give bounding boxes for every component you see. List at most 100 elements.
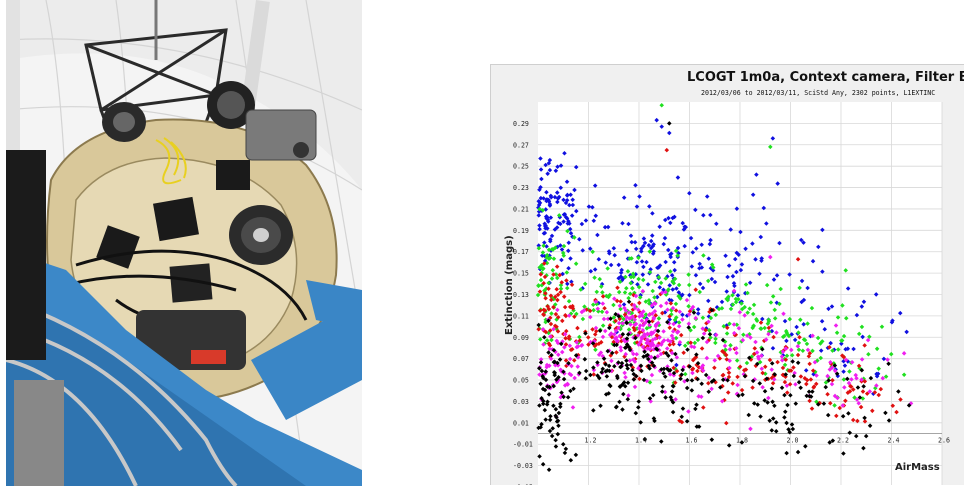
data-point-blue — [639, 259, 645, 264]
data-point-red — [797, 335, 802, 340]
data-point-blue — [555, 199, 560, 205]
data-point-magenta — [784, 383, 790, 388]
data-point-black — [642, 436, 648, 442]
data-point-black — [859, 367, 865, 373]
data-point-blue — [842, 363, 848, 368]
data-point-black — [695, 360, 701, 366]
data-point-magenta — [754, 350, 760, 355]
data-point-green — [818, 355, 824, 361]
data-point-red — [825, 391, 830, 397]
data-point-green — [544, 252, 550, 258]
data-point-green — [786, 333, 792, 339]
data-point-magenta — [867, 389, 873, 394]
data-point-red — [890, 403, 896, 409]
data-point-magenta — [602, 328, 608, 334]
data-point-green — [830, 348, 835, 353]
data-point-black — [563, 446, 569, 452]
data-point-green — [637, 295, 643, 300]
data-point-black — [689, 388, 695, 393]
data-point-magenta — [865, 337, 871, 343]
data-point-green — [656, 316, 662, 321]
data-point-blue — [859, 304, 865, 309]
data-point-blue — [826, 306, 831, 312]
data-point-blue — [611, 245, 617, 251]
data-point-red — [679, 419, 685, 425]
data-point-green — [783, 328, 789, 334]
data-point-green — [739, 301, 744, 306]
data-point-black — [553, 413, 558, 418]
data-point-magenta — [632, 384, 638, 390]
data-point-magenta — [805, 347, 811, 353]
data-point-blue — [839, 341, 844, 346]
data-point-blue — [541, 196, 546, 201]
x-tick-label: 1.6 — [686, 437, 698, 445]
data-point-black — [857, 395, 863, 400]
data-point-black — [845, 376, 850, 382]
data-point-black — [604, 374, 610, 379]
data-point-green — [789, 352, 795, 358]
data-point-blue — [794, 324, 799, 330]
data-point-magenta — [626, 393, 631, 398]
data-point-black — [770, 399, 775, 405]
data-point-green — [823, 380, 829, 385]
data-point-blue — [693, 207, 698, 213]
data-point-blue — [845, 286, 851, 291]
data-point-red — [828, 400, 833, 406]
data-point-black — [827, 440, 832, 445]
data-point-green — [537, 337, 543, 342]
data-point-green — [796, 347, 802, 353]
data-point-magenta — [631, 351, 636, 357]
data-point-black — [686, 325, 691, 330]
data-point-black — [624, 362, 630, 368]
data-point-black — [886, 361, 891, 367]
data-point-blue — [770, 136, 776, 141]
data-point-black — [757, 381, 763, 386]
data-point-blue — [569, 213, 575, 218]
data-point-blue — [828, 340, 833, 346]
data-point-red — [575, 325, 580, 331]
data-point-green — [777, 301, 782, 307]
data-point-blue — [667, 283, 672, 288]
data-point-magenta — [709, 386, 714, 392]
data-point-green — [856, 331, 862, 337]
data-point-blue — [537, 223, 542, 228]
data-point-red — [850, 387, 856, 392]
data-point-green — [888, 351, 894, 357]
data-point-magenta — [664, 300, 669, 306]
data-point-black — [660, 384, 665, 389]
data-point-red — [856, 363, 862, 369]
data-point-magenta — [657, 335, 662, 340]
data-point-red — [847, 389, 853, 394]
data-point-red — [827, 345, 832, 350]
data-point-blue — [669, 273, 675, 278]
data-point-green — [847, 369, 852, 374]
data-point-green — [805, 321, 810, 326]
y-tick-label: 0.27 — [513, 141, 529, 149]
data-point-red — [564, 278, 569, 283]
data-point-magenta — [859, 357, 865, 362]
data-point-red — [548, 321, 554, 327]
data-point-black — [803, 444, 808, 449]
data-point-black — [772, 403, 777, 408]
data-point-black — [807, 393, 812, 399]
data-point-black — [726, 443, 732, 448]
data-point-red — [712, 365, 717, 371]
data-point-magenta — [623, 375, 628, 380]
data-point-blue — [873, 292, 879, 297]
data-point-black — [694, 352, 699, 357]
data-point-black — [547, 428, 553, 434]
data-point-black — [651, 416, 657, 421]
data-point-magenta — [658, 303, 664, 309]
data-point-blue — [770, 346, 776, 351]
x-tick-label: 2.0 — [787, 437, 799, 445]
data-point-magenta — [885, 357, 890, 362]
data-point-green — [623, 274, 628, 280]
data-point-black — [605, 348, 611, 354]
data-point-red — [780, 365, 786, 371]
y-tick-label: 0.21 — [513, 205, 529, 213]
data-point-black — [782, 415, 787, 420]
data-point-blue — [644, 259, 649, 265]
data-point-magenta — [783, 346, 789, 351]
data-point-magenta — [766, 395, 771, 401]
data-point-green — [744, 360, 750, 366]
